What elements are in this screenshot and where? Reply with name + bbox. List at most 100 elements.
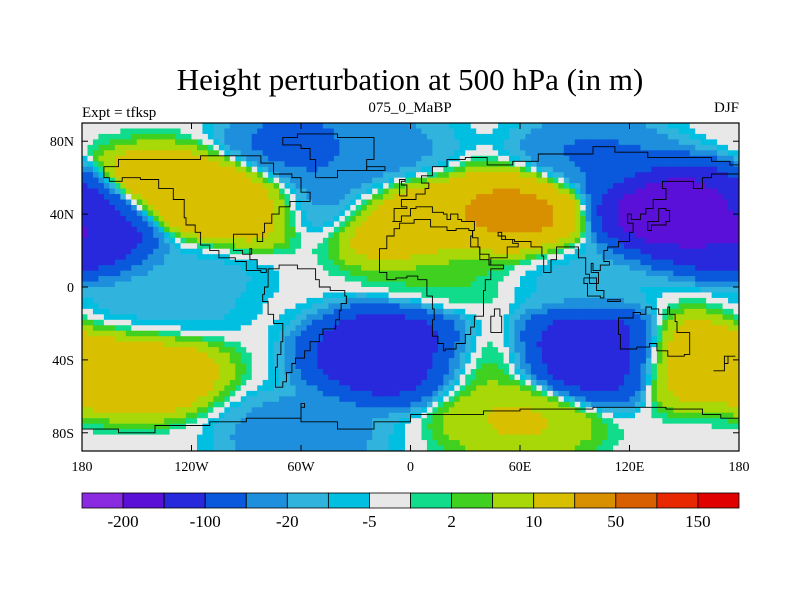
field-cell <box>109 276 116 283</box>
field-cell <box>87 292 94 299</box>
field-cell <box>514 221 521 228</box>
field-cell <box>651 270 658 277</box>
field-cell <box>563 177 570 184</box>
field-cell <box>541 150 548 157</box>
field-cell <box>290 330 297 337</box>
field-cell <box>158 133 165 140</box>
field-cell <box>169 287 176 294</box>
field-cell <box>624 210 631 217</box>
field-cell <box>733 276 739 283</box>
field-cell <box>361 232 368 239</box>
field-cell <box>465 265 472 272</box>
field-cell <box>591 210 598 217</box>
field-cell <box>92 232 100 239</box>
field-cell <box>678 210 685 217</box>
field-cell <box>563 336 570 343</box>
field-cell <box>684 139 691 146</box>
field-cell <box>142 226 149 233</box>
field-cell <box>569 292 576 299</box>
field-cell <box>169 336 176 343</box>
field-cell <box>432 150 439 157</box>
field-cell <box>388 172 395 179</box>
field-cell <box>563 319 570 326</box>
field-cell <box>706 248 713 255</box>
field-cell <box>257 276 264 283</box>
field-cell <box>634 303 642 310</box>
field-cell <box>279 308 286 315</box>
field-cell <box>448 347 455 354</box>
field-cell <box>651 330 658 337</box>
field-cell <box>722 287 729 294</box>
field-cell <box>470 144 477 151</box>
field-cell <box>268 144 275 151</box>
field-cell <box>284 166 291 173</box>
field-cell <box>700 133 707 140</box>
field-cell <box>673 281 680 288</box>
field-cell <box>618 248 625 255</box>
field-cell <box>459 276 466 283</box>
field-cell <box>257 139 264 146</box>
field-cell <box>415 172 423 179</box>
field-cell <box>344 139 351 146</box>
field-cell <box>525 330 532 337</box>
season-label: DJF <box>714 100 739 116</box>
field-cell <box>153 281 160 288</box>
field-cell <box>103 276 110 283</box>
field-cell <box>656 325 663 332</box>
field-cell <box>388 226 395 233</box>
field-cell <box>602 319 609 326</box>
field-cell <box>476 259 483 266</box>
field-cell <box>530 177 538 184</box>
period-label: 075_0_MaBP <box>368 100 451 116</box>
field-cell <box>120 205 127 212</box>
field-cell <box>191 325 198 332</box>
field-cell <box>120 347 127 354</box>
field-cell <box>476 215 483 222</box>
field-cell <box>667 155 674 162</box>
field-cell <box>536 205 543 212</box>
field-cell <box>333 183 340 190</box>
field-cell <box>224 254 231 261</box>
field-cell <box>645 194 652 201</box>
field-cell <box>656 232 663 239</box>
field-cell <box>624 265 631 272</box>
field-cell <box>273 177 280 184</box>
field-cell <box>355 297 362 304</box>
field-cell <box>503 341 510 348</box>
field-cell <box>569 128 576 135</box>
field-cell <box>240 265 247 272</box>
field-cell <box>350 319 357 326</box>
field-cell <box>82 133 89 140</box>
field-cell <box>613 248 620 255</box>
field-cell <box>421 161 428 168</box>
field-cell <box>689 199 696 206</box>
field-cell <box>229 303 236 310</box>
field-cell <box>552 221 559 228</box>
field-cell <box>284 161 291 168</box>
field-cell <box>196 177 204 184</box>
field-cell <box>405 341 412 348</box>
field-cell <box>180 319 187 326</box>
field-cell <box>207 319 214 326</box>
field-cell <box>558 237 565 244</box>
field-cell <box>388 150 395 157</box>
field-cell <box>317 325 324 332</box>
field-cell <box>142 292 149 299</box>
field-cell <box>673 150 680 157</box>
field-cell <box>591 194 598 201</box>
field-cell <box>147 287 154 294</box>
field-cell <box>82 237 89 244</box>
field-cell <box>372 297 379 304</box>
field-cell <box>454 128 461 135</box>
field-cell <box>465 276 472 283</box>
field-cell <box>432 232 439 239</box>
field-cell <box>82 205 89 212</box>
field-cell <box>487 177 494 184</box>
field-cell <box>82 166 89 173</box>
field-cell <box>229 347 236 354</box>
field-cell <box>311 232 319 239</box>
field-cell <box>520 336 527 343</box>
field-cell <box>733 128 739 135</box>
field-cell <box>136 123 143 130</box>
field-cell <box>454 177 461 184</box>
